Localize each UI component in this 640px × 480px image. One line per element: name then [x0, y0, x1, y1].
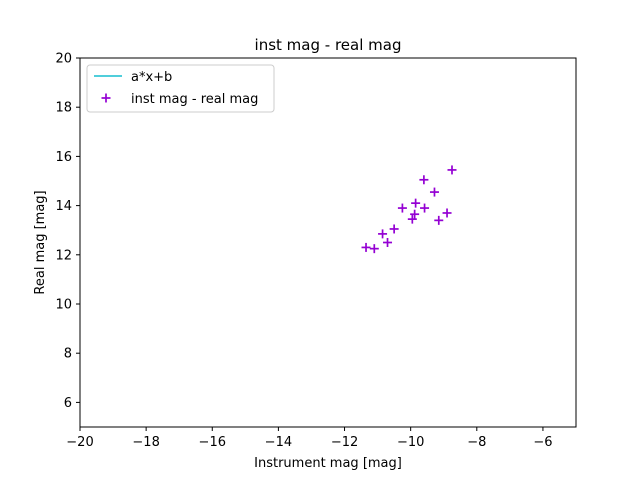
- legend-box: [86, 64, 275, 113]
- data-point: [419, 175, 429, 185]
- data-point: [420, 203, 430, 213]
- y-axis-label: Real mag [mag]: [33, 190, 48, 294]
- data-point: [389, 224, 399, 234]
- data-point: [434, 215, 444, 225]
- plot-frame: [79, 57, 577, 428]
- data-point: [397, 203, 407, 213]
- legend-label-scatter: inst mag - real mag: [131, 92, 258, 107]
- legend-label-fit: a*x+b: [131, 70, 172, 85]
- x-tick-label: −18: [132, 435, 159, 450]
- x-tick-label: −10: [397, 435, 424, 450]
- legend: a*x+b inst mag - real mag: [86, 64, 275, 113]
- x-tick-label: −16: [199, 435, 226, 450]
- data-point: [442, 208, 452, 218]
- x-tick-label: −8: [467, 435, 486, 450]
- data-point: [410, 209, 420, 219]
- data-point: [429, 187, 439, 197]
- y-tick-label: 16: [55, 150, 72, 165]
- x-tick-label: −12: [331, 435, 358, 450]
- y-tick-label: 14: [55, 199, 72, 214]
- data-point: [369, 244, 379, 254]
- data-point: [411, 198, 421, 208]
- y-tick-label: 6: [64, 396, 72, 411]
- points-layer: [361, 165, 457, 254]
- data-point: [447, 165, 457, 175]
- x-tick-label: −20: [66, 435, 93, 450]
- y-axis: 6 8 10 12 14 16 18 20: [55, 52, 80, 411]
- plot-area: [80, 58, 576, 427]
- chart-title: inst mag - real mag: [255, 36, 402, 54]
- data-point: [361, 242, 371, 252]
- legend-marker-scatter: [101, 93, 111, 103]
- data-point: [378, 229, 388, 239]
- y-tick-label: 18: [55, 101, 72, 116]
- data-point: [407, 214, 417, 224]
- y-tick-label: 8: [64, 347, 72, 362]
- x-tick-label: −14: [265, 435, 292, 450]
- data-point: [383, 238, 393, 247]
- x-axis-label: Instrument mag [mag]: [254, 456, 402, 471]
- x-axis: −20 −18 −16 −14 −12 −10 −8 −6: [66, 427, 553, 450]
- y-tick-label: 12: [55, 248, 72, 263]
- x-tick-label: −6: [533, 435, 552, 450]
- y-tick-label: 10: [55, 298, 72, 313]
- y-tick-label: 20: [55, 52, 72, 67]
